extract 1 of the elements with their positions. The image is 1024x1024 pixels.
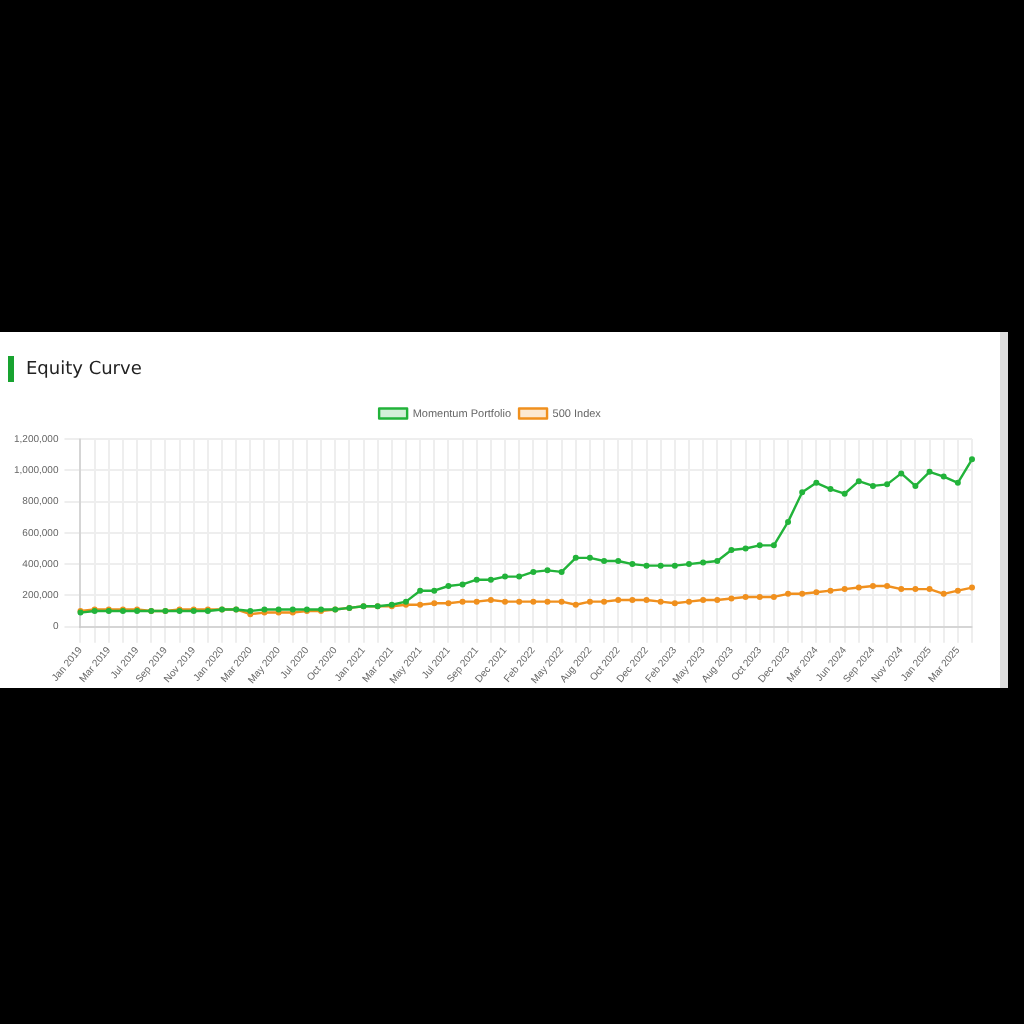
chart-title: Equity Curve [26,359,142,379]
